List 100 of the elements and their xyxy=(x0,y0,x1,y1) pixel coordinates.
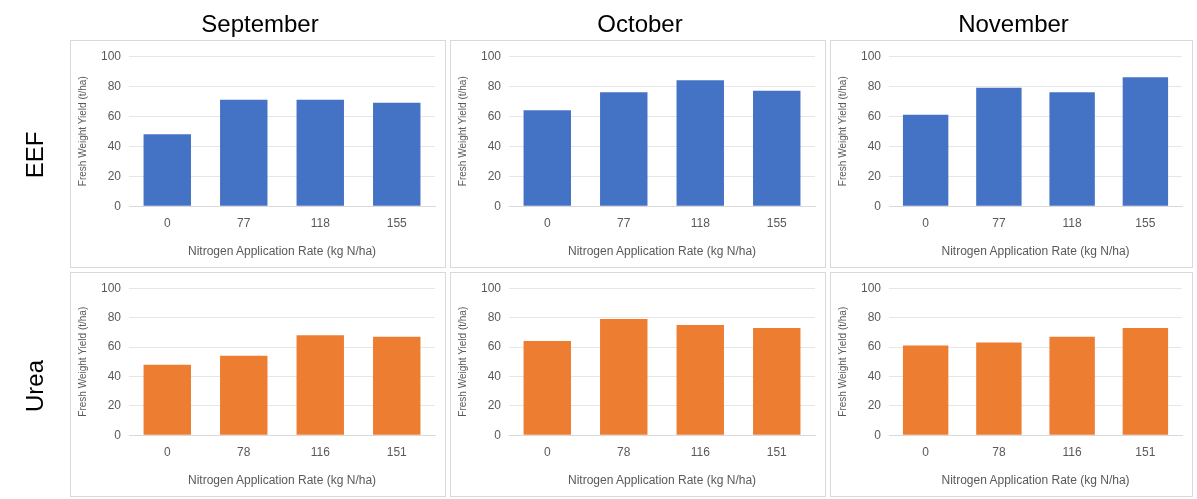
x-tick-label: 78 xyxy=(992,444,1006,459)
chart-title: October xyxy=(596,10,684,38)
bar xyxy=(143,134,191,206)
bar xyxy=(902,345,949,435)
y-tick-label: 60 xyxy=(867,339,882,354)
y-tick-label: 0 xyxy=(114,427,122,442)
y-tick-label: 60 xyxy=(487,339,502,354)
y-tick-label: 80 xyxy=(487,78,502,93)
y-tick-label: 100 xyxy=(480,48,502,63)
bar xyxy=(220,99,268,206)
bar xyxy=(296,99,344,206)
y-tick-label: 20 xyxy=(107,398,122,413)
bar xyxy=(600,92,648,206)
bar xyxy=(220,355,268,435)
y-tick-label: 80 xyxy=(107,309,122,324)
y-axis-title: Fresh Weight Yield (t/ha) xyxy=(76,306,88,417)
bar xyxy=(523,341,571,435)
y-tick-label: 80 xyxy=(867,309,882,324)
x-tick-label: 118 xyxy=(690,215,711,230)
x-tick-label: 77 xyxy=(237,215,251,230)
x-tick-label: 77 xyxy=(992,215,1006,230)
x-axis-title: Nitrogen Application Rate (kg N/ha) xyxy=(941,473,1130,488)
y-tick-label: 0 xyxy=(874,427,882,442)
y-tick-label: 100 xyxy=(100,48,122,63)
y-tick-label: 100 xyxy=(480,280,502,295)
x-tick-label: 116 xyxy=(310,444,331,459)
x-axis-title: Nitrogen Application Rate (kg N/ha) xyxy=(941,244,1130,259)
bar xyxy=(676,80,724,206)
y-tick-label: 60 xyxy=(107,339,122,354)
text: Urea xyxy=(21,359,49,412)
bar xyxy=(1049,92,1095,206)
x-tick-label: 0 xyxy=(163,444,171,459)
x-tick-label: 78 xyxy=(617,444,631,459)
bar xyxy=(1049,336,1095,435)
x-tick-label: 155 xyxy=(766,215,788,230)
y-axis-title: Fresh Weight Yield (t/ha) xyxy=(456,76,468,187)
bar xyxy=(373,336,421,435)
x-tick-label: 155 xyxy=(1135,215,1156,230)
x-axis-title: Nitrogen Application Rate (kg N/ha) xyxy=(187,473,377,488)
x-tick-label: 77 xyxy=(617,215,631,230)
y-tick-label: 0 xyxy=(494,427,502,442)
y-tick-label: 0 xyxy=(114,198,122,213)
bar xyxy=(373,102,421,206)
y-axis-title: Fresh Weight Yield (t/ha) xyxy=(836,306,848,417)
y-axis-title: Fresh Weight Yield (t/ha) xyxy=(76,76,88,187)
y-tick-label: 100 xyxy=(860,48,882,63)
y-tick-label: 60 xyxy=(867,108,882,123)
x-tick-label: 118 xyxy=(1062,215,1083,230)
y-tick-label: 40 xyxy=(107,368,122,383)
y-tick-label: 100 xyxy=(100,280,122,295)
bar xyxy=(1122,327,1169,435)
bar xyxy=(902,114,949,206)
bar xyxy=(753,90,801,206)
y-tick-label: 0 xyxy=(494,198,502,213)
y-tick-label: 40 xyxy=(487,368,502,383)
bar xyxy=(976,342,1022,435)
y-tick-label: 20 xyxy=(867,398,882,413)
chart-title: November xyxy=(957,10,1070,38)
x-tick-label: 0 xyxy=(163,215,171,230)
bar xyxy=(143,364,191,435)
bar xyxy=(1122,77,1169,206)
y-tick-label: 20 xyxy=(867,168,882,183)
x-tick-label: 0 xyxy=(922,215,930,230)
y-tick-label: 80 xyxy=(867,78,882,93)
y-tick-label: 0 xyxy=(874,198,882,213)
x-tick-label: 0 xyxy=(543,444,551,459)
y-axis-title: Fresh Weight Yield (t/ha) xyxy=(456,306,468,417)
x-tick-label: 0 xyxy=(543,215,551,230)
y-tick-label: 20 xyxy=(107,168,122,183)
y-tick-label: 40 xyxy=(867,138,882,153)
x-tick-label: 151 xyxy=(766,444,788,459)
bar xyxy=(600,319,648,435)
x-tick-label: 118 xyxy=(310,215,331,230)
x-axis-title: Nitrogen Application Rate (kg N/ha) xyxy=(567,244,757,259)
x-tick-label: 151 xyxy=(1135,444,1156,459)
x-tick-label: 0 xyxy=(922,444,930,459)
y-tick-label: 40 xyxy=(107,138,122,153)
bar xyxy=(976,87,1022,206)
x-tick-label: 155 xyxy=(386,215,408,230)
y-tick-label: 20 xyxy=(487,168,502,183)
bar xyxy=(676,324,724,435)
y-axis-title: Fresh Weight Yield (t/ha) xyxy=(836,76,848,187)
y-tick-label: 60 xyxy=(107,108,122,123)
x-axis-title: Nitrogen Application Rate (kg N/ha) xyxy=(187,244,377,259)
bar xyxy=(523,110,571,206)
x-tick-label: 151 xyxy=(386,444,408,459)
y-tick-label: 100 xyxy=(860,280,882,295)
bar xyxy=(296,335,344,435)
y-tick-label: 40 xyxy=(487,138,502,153)
x-tick-label: 116 xyxy=(690,444,711,459)
chart-title: September xyxy=(200,10,320,38)
x-tick-label: 116 xyxy=(1062,444,1083,459)
x-axis-title: Nitrogen Application Rate (kg N/ha) xyxy=(567,473,757,488)
y-tick-label: 20 xyxy=(487,398,502,413)
y-tick-label: 40 xyxy=(867,368,882,383)
bar xyxy=(753,327,801,435)
y-tick-label: 80 xyxy=(107,78,122,93)
text: EEF xyxy=(20,131,49,179)
y-tick-label: 80 xyxy=(487,309,502,324)
x-tick-label: 78 xyxy=(237,444,251,459)
